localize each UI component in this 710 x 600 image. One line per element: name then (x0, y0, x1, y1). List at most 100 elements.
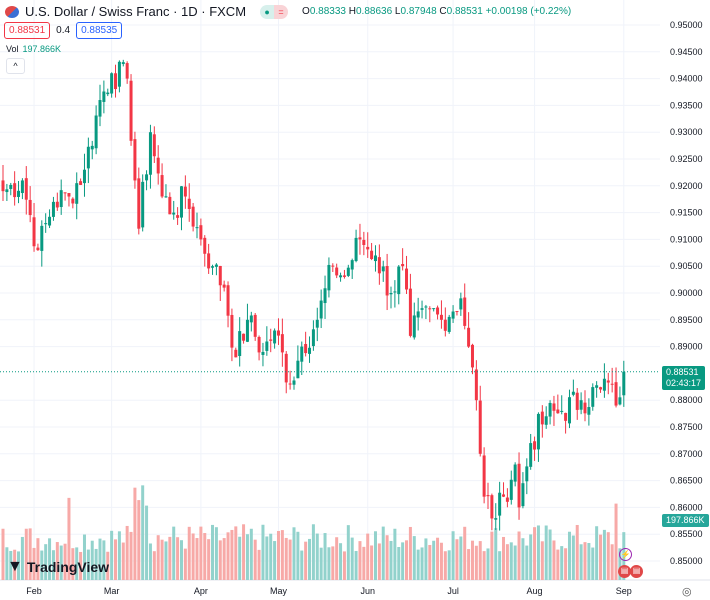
buy-button[interactable]: 0.88535 (76, 22, 123, 39)
volume-bar (242, 524, 246, 580)
candle-body (160, 175, 164, 197)
volume-bar (137, 500, 141, 580)
candle-body (544, 416, 548, 425)
volume-bar (304, 541, 308, 580)
volume-bar (63, 543, 67, 580)
volume-bar (517, 531, 521, 580)
volume-bar (614, 503, 618, 580)
symbol-title[interactable]: U.S. Dollar / Swiss Franc · 1D · FXCM (25, 4, 247, 19)
candle-body (599, 387, 603, 390)
candle-body (117, 61, 121, 87)
volume-bar (230, 529, 234, 580)
volume-bar (327, 547, 331, 580)
volume-bar (141, 485, 145, 580)
candle-body (110, 73, 114, 94)
candle-body (436, 307, 440, 315)
time-axis-label: Jul (447, 586, 459, 596)
volume-bar (567, 531, 571, 580)
volume-bar (498, 551, 502, 580)
candle-body (610, 383, 614, 385)
price-axis-label: 0.87500 (670, 422, 703, 432)
candle-body (17, 190, 21, 197)
volume-bar (412, 536, 416, 580)
volume-bar (17, 551, 21, 580)
candle-body (304, 344, 308, 354)
candle-body (377, 257, 381, 274)
candle-body (432, 308, 436, 310)
settings-gear-icon[interactable]: ◎ (682, 586, 692, 598)
volume-bar (544, 525, 548, 580)
price-axis-label: 0.86500 (670, 476, 703, 486)
volume-bar (191, 533, 195, 580)
candle-body (238, 331, 242, 356)
candle-body (525, 466, 529, 482)
candle-body (560, 410, 564, 412)
volume-bar (114, 539, 118, 580)
candle-body (129, 80, 133, 141)
candle-body (602, 378, 606, 391)
candle-body (478, 400, 482, 454)
event-lightning-icon[interactable]: ⚡ (619, 548, 632, 561)
volume-bar (226, 532, 230, 580)
candle-body (145, 174, 149, 181)
us-flag-event-icon[interactable]: ▤ (618, 565, 631, 578)
candle-body (509, 479, 513, 500)
candle-body (106, 92, 110, 95)
volume-bar (424, 538, 428, 580)
candle-body (401, 264, 405, 267)
candle-body (614, 382, 618, 406)
volume-bar (98, 538, 102, 580)
candle-body (393, 291, 397, 293)
volume-bar (28, 528, 32, 580)
us-flag-event-icon[interactable]: ▤ (630, 565, 643, 578)
volume-bar (102, 540, 106, 580)
volume-bar (148, 543, 152, 580)
volume-bar (447, 550, 451, 580)
price-axis-label: 0.93000 (670, 127, 703, 137)
candle-body (486, 495, 490, 497)
candle-body (420, 308, 424, 310)
candle-body (168, 196, 172, 215)
volume-bar (428, 544, 432, 580)
price-axis-label: 0.94500 (670, 47, 703, 57)
candle-body (63, 192, 67, 194)
time-axis-label: Mar (104, 586, 120, 596)
volume-bar (172, 526, 176, 580)
volume-bar (20, 536, 24, 580)
ohlc-values: O0.88333 H0.88636 L0.87948 C0.88531 +0.0… (302, 6, 572, 17)
candle-body (463, 297, 467, 326)
sell-button[interactable]: 0.88531 (4, 22, 51, 39)
volume-bar (606, 532, 610, 580)
candle-body (591, 387, 595, 407)
candle-body (311, 329, 315, 347)
volume-bar (331, 546, 335, 580)
market-open-dot-icon: ● (260, 4, 275, 19)
price-axis-label: 0.89000 (670, 342, 703, 352)
candle-body (114, 73, 118, 90)
candle-body (121, 62, 125, 65)
candle-body (156, 157, 160, 174)
price-axis-label: 0.86000 (670, 502, 703, 512)
volume-bar (591, 547, 595, 580)
candle-body (354, 237, 358, 262)
price-axis-label: 0.92500 (670, 154, 703, 164)
tv-logo-icon: ▼ (7, 558, 23, 575)
candle-body (571, 391, 575, 395)
candle-body (424, 306, 428, 308)
volume-bar (13, 549, 17, 580)
candle-body (199, 225, 203, 240)
candle-body (5, 189, 9, 193)
candle-body (373, 255, 377, 262)
volume-bar (350, 537, 354, 580)
tradingview-logo[interactable]: ▼ TradingView (7, 558, 110, 575)
volume-bar (610, 544, 614, 580)
volume-bar (401, 542, 405, 580)
volume-bar (420, 547, 424, 580)
volume-bar (234, 526, 238, 580)
volume-bar (548, 529, 552, 580)
market-status[interactable]: ● = (260, 4, 289, 19)
collapse-legend-button[interactable]: ^ (6, 58, 25, 74)
candle-body (482, 455, 486, 497)
candle-body (20, 180, 24, 194)
